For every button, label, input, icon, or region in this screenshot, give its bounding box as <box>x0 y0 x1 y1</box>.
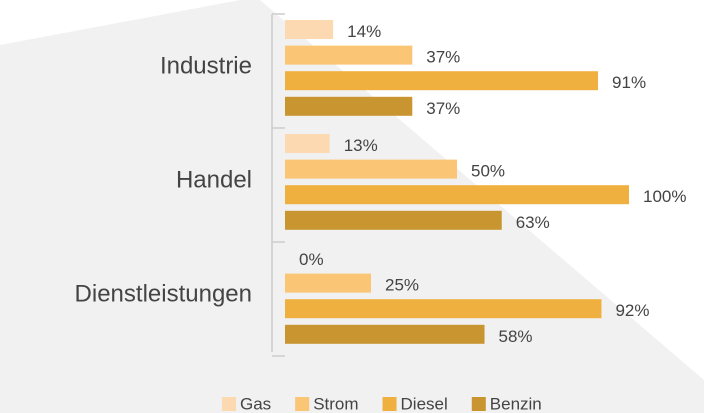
data-label: 25% <box>385 276 419 295</box>
legend-swatch <box>471 397 486 411</box>
data-label: 92% <box>615 301 649 320</box>
data-label: 0% <box>299 250 324 269</box>
data-label: 50% <box>471 162 505 181</box>
bar <box>285 134 330 153</box>
category-label: Industrie <box>160 53 252 80</box>
bar <box>285 273 371 293</box>
bar <box>285 324 485 344</box>
data-label: 37% <box>426 99 460 118</box>
category-label: Handel <box>176 167 252 194</box>
data-label: 13% <box>344 136 378 155</box>
bar <box>285 299 602 319</box>
bar <box>285 185 629 205</box>
bar <box>285 159 457 179</box>
legend-label: Benzin <box>490 394 542 413</box>
bar <box>285 71 599 91</box>
data-label: 91% <box>612 73 646 92</box>
bar <box>285 20 334 39</box>
bar <box>285 45 413 65</box>
legend-swatch <box>382 397 397 411</box>
data-label: 63% <box>516 213 550 232</box>
category-label: Dienstleistungen <box>75 281 252 308</box>
legend-label: Strom <box>313 394 358 413</box>
legend-swatch <box>222 397 236 411</box>
legend-label: Gas <box>240 394 271 413</box>
data-label: 14% <box>347 22 381 41</box>
data-label: 37% <box>426 48 460 67</box>
legend-label: Diesel <box>401 394 448 413</box>
data-label: 100% <box>643 187 686 206</box>
bar <box>285 96 413 116</box>
legend-swatch <box>295 397 310 411</box>
data-label: 58% <box>499 327 533 346</box>
bar <box>285 210 502 230</box>
